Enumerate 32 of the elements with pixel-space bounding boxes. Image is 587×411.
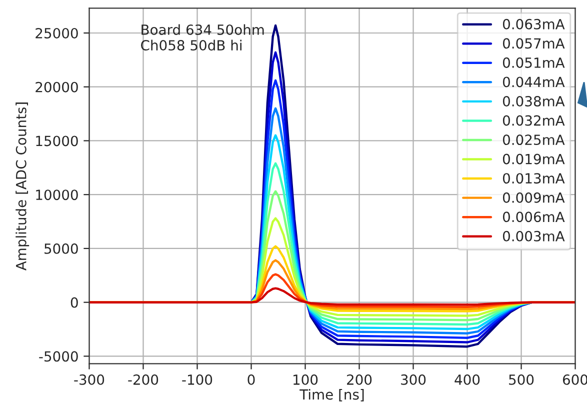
- annotation: Board 634 50ohm Ch058 50dB hi: [141, 24, 264, 51]
- y-axis-title: Amplitude [ADC Counts]: [16, 102, 30, 270]
- legend-label: 0.063mA: [502, 18, 565, 30]
- x-tick-label: 200: [347, 374, 372, 385]
- legend-label: 0.025mA: [502, 134, 565, 146]
- y-tick-label: 0: [70, 297, 78, 308]
- legend-label: 0.057mA: [502, 38, 565, 49]
- legend-label: 0.006mA: [502, 212, 565, 222]
- legend-label: 0.051mA: [502, 57, 565, 68]
- x-tick-label: -200: [128, 374, 158, 385]
- line-series: [89, 287, 576, 306]
- legend-label: 0.003mA: [502, 230, 565, 242]
- legend-label: 0.013mA: [502, 173, 565, 184]
- legend-label: 0.032mA: [502, 115, 565, 126]
- legend-label: 0.009mA: [502, 192, 565, 203]
- y-tick-label: 20000: [36, 82, 78, 92]
- y-tick-label: 5000: [44, 243, 78, 254]
- legend-label: 0.019mA: [502, 154, 565, 164]
- x-tick-label: -100: [182, 374, 212, 385]
- y-tick-label: -5000: [39, 351, 78, 362]
- x-axis-title: Time [ns]: [300, 388, 364, 402]
- x-tick-label: -300: [74, 374, 104, 385]
- y-tick-label: 10000: [36, 190, 78, 200]
- x-tick-label: 300: [401, 374, 426, 385]
- y-tick-label: 15000: [36, 136, 78, 146]
- legend-label: 0.044mA: [502, 76, 565, 88]
- x-tick-label: 100: [294, 374, 318, 385]
- x-tick-label: 500: [509, 374, 534, 385]
- y-tick-label: 25000: [36, 28, 78, 38]
- legend-label: 0.038mA: [502, 96, 565, 106]
- x-tick-label: 0: [248, 374, 255, 385]
- x-tick-label: 400: [454, 374, 480, 385]
